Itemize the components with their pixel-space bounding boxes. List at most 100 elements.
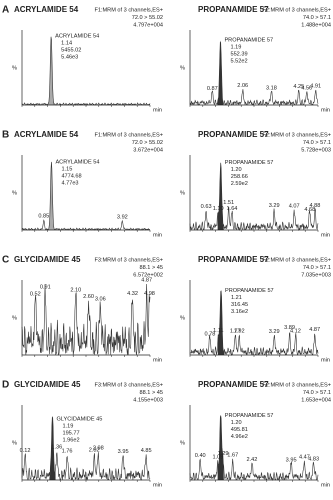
retention-label: 3.06: [95, 296, 106, 302]
y-label: %: [12, 65, 17, 71]
panel-letter: C: [2, 255, 9, 266]
peak-label: 495.81: [231, 427, 248, 433]
channel-header: 6.572e+002: [133, 272, 163, 278]
y-label: %: [180, 315, 185, 321]
peak-label: 5.52e2: [230, 59, 247, 65]
channel-header: 4.797e+004: [133, 22, 163, 28]
retention-label: 4.85: [141, 448, 152, 454]
x-label: min: [321, 107, 330, 113]
peak-label: 1.96e2: [62, 437, 79, 443]
retention-label: 2.60: [83, 294, 94, 300]
panel-letter: B: [2, 130, 9, 141]
peak-label: 1.20: [231, 420, 242, 426]
retention-label: 0.87: [207, 86, 218, 92]
peak-area: [48, 161, 55, 230]
retention-label: 1.92: [234, 329, 245, 335]
x-label: min: [153, 107, 162, 113]
peak-area: [217, 415, 224, 480]
axes: [189, 155, 318, 231]
peak-label: 4.77e3: [61, 180, 78, 186]
peak-label: 4.96e2: [231, 434, 248, 440]
retention-label: 0.78: [205, 331, 216, 337]
retention-label: 3.95: [118, 449, 129, 455]
retention-label: 1.29: [218, 451, 229, 457]
retention-label: 3.18: [266, 85, 277, 91]
y-label: %: [12, 315, 17, 321]
retention-label: 0.12: [20, 448, 31, 454]
retention-label: 4.87: [309, 327, 320, 333]
panel-title: GLYCIDAMIDE 45: [14, 255, 81, 264]
trace: [21, 161, 151, 231]
retention-label: 0.63: [201, 204, 212, 210]
y-label: %: [12, 190, 17, 196]
channel-header: 72.0 > 55.02: [132, 140, 163, 146]
peak-label: ACRYLAMIDE 54: [55, 159, 99, 165]
channel-header: F1:MRM of 3 channels,ES+: [94, 7, 163, 13]
trace: [189, 290, 319, 357]
retention-label: 4.98: [144, 291, 155, 297]
retention-label: 0.91: [40, 284, 51, 290]
channel-header: 72.0 > 55.02: [132, 15, 163, 21]
peak-label: 1.20: [231, 167, 242, 173]
channel-header: 5.728e+003: [301, 147, 331, 153]
panel-letter: A: [2, 5, 9, 16]
trace: [21, 283, 151, 356]
retention-label: 3.89: [284, 325, 295, 331]
peak-label: 5455.02: [61, 47, 81, 53]
peak-label: 1.19: [62, 423, 73, 429]
x-label: min: [321, 357, 330, 363]
retention-label: 1.10: [213, 206, 224, 212]
peak-label: 1.21: [231, 295, 242, 301]
panel-title: PROPANAMIDE 57: [198, 255, 269, 264]
peak-label: 1.14: [61, 40, 72, 46]
retention-label: 2.82: [89, 447, 100, 453]
peak-label: GLYCIDAMIDE 45: [56, 416, 102, 422]
trace: [189, 41, 319, 106]
peak-label: 1.19: [230, 45, 241, 51]
channel-header: 7.035e+003: [301, 272, 331, 278]
y-label: %: [180, 65, 185, 71]
retention-label: 4.91: [310, 84, 321, 90]
retention-label: 1.76: [62, 449, 73, 455]
peak-area: [48, 35, 55, 105]
channel-header: 74.0 > 57.1: [303, 15, 331, 21]
retention-label: 4.83: [308, 457, 319, 463]
retention-label: 0.52: [30, 291, 41, 297]
trace: [21, 416, 151, 481]
channel-header: 1.653e+004: [301, 397, 331, 403]
channel-header: 88.1 > 45: [140, 265, 163, 271]
retention-label: 1.51: [223, 200, 234, 206]
x-label: min: [153, 482, 162, 488]
channel-header: F2:MRM of 3 channels,ES+: [262, 7, 331, 13]
retention-label: 1.09: [212, 454, 223, 460]
peak-label: 1.15: [61, 166, 72, 172]
x-label: min: [153, 357, 162, 363]
panel-title: GLYCIDAMIDE 45: [14, 380, 81, 389]
peak-label: 5.46e3: [61, 54, 78, 60]
peak-label: 552.39: [230, 52, 247, 58]
peak-label: 195.77: [62, 430, 79, 436]
channel-header: 74.0 > 57.1: [303, 390, 331, 396]
retention-label: 2.10: [70, 288, 81, 294]
x-label: min: [153, 232, 162, 238]
retention-label: 4.07: [289, 203, 300, 209]
peak-label: ACRYLAMIDE 54: [55, 33, 99, 39]
channel-header: 4.155e+003: [133, 397, 163, 403]
y-label: %: [180, 190, 185, 196]
retention-label: 4.88: [309, 203, 320, 209]
panel-title: ACRYLAMIDE 54: [14, 5, 79, 14]
retention-label: 2.42: [247, 457, 258, 463]
peak-label: PROPANAMIDE 57: [225, 160, 274, 166]
panel-letter: D: [2, 380, 9, 391]
retention-label: 2.98: [93, 445, 104, 451]
retention-label: 4.56: [301, 85, 312, 91]
channel-header: F2:MRM of 3 channels,ES+: [262, 132, 331, 138]
peak-label: 258.66: [231, 174, 248, 180]
y-label: %: [12, 440, 17, 446]
channel-header: F2:MRM of 3 channels,ES+: [262, 257, 331, 263]
x-label: min: [321, 232, 330, 238]
channel-header: F3:MRM of 3 channels,ES+: [94, 382, 163, 388]
channel-header: 1.488e+004: [301, 22, 331, 28]
retention-label: 0.40: [195, 453, 206, 459]
